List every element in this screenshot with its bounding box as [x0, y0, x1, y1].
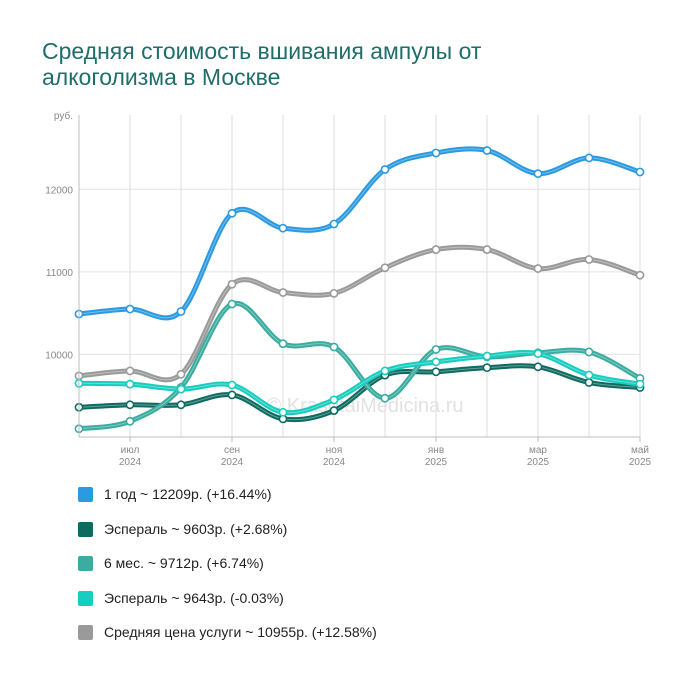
legend-label: 6 мес. ~ 9712р. (+6.74%): [104, 555, 264, 571]
x-tick-month-label: май: [631, 445, 649, 456]
chart-title-line-2: алкоголизма в Москве: [42, 64, 281, 90]
y-tick-label: 10000: [45, 350, 73, 361]
data-point[interactable]: [482, 363, 492, 373]
data-point[interactable]: [125, 379, 135, 389]
x-tick-year-label: 2024: [221, 457, 244, 468]
data-point[interactable]: [227, 208, 237, 218]
series-lines: [76, 146, 643, 432]
legend-swatch: [78, 590, 93, 606]
legend-swatch: [78, 521, 93, 537]
data-point[interactable]: [278, 223, 288, 233]
data-point[interactable]: [584, 370, 594, 380]
data-point[interactable]: [380, 165, 390, 174]
data-point[interactable]: [329, 342, 339, 352]
legend-swatch: [78, 556, 93, 571]
data-point[interactable]: [482, 351, 492, 361]
data-point[interactable]: [584, 153, 594, 163]
data-point[interactable]: [329, 395, 339, 405]
data-point[interactable]: [584, 378, 594, 387]
data-point[interactable]: [227, 390, 237, 400]
x-tick-year-label: 2025: [527, 457, 550, 468]
data-point[interactable]: [482, 245, 492, 254]
data-point[interactable]: [380, 393, 390, 403]
data-point[interactable]: [533, 169, 543, 179]
series-line-0: [76, 146, 643, 321]
legend-label: Средняя цена услуги ~ 10955р. (+12.58%): [104, 624, 377, 640]
data-point[interactable]: [329, 406, 339, 415]
x-tick-year-label: 2025: [425, 457, 448, 468]
data-point[interactable]: [176, 400, 186, 410]
x-tick-month-label: ноя: [326, 445, 343, 456]
data-point[interactable]: [278, 288, 288, 297]
data-point[interactable]: [278, 339, 288, 349]
y-tick-label: 12000: [45, 185, 73, 196]
legend-swatch: [78, 625, 93, 640]
y-unit-label: руб.: [54, 110, 73, 122]
data-point[interactable]: [584, 347, 594, 357]
data-point[interactable]: [431, 357, 441, 367]
data-point[interactable]: [431, 367, 441, 377]
data-point[interactable]: [227, 299, 237, 309]
chart-title: Средняя стоимость вшивания ампулы от алк…: [42, 38, 602, 90]
data-point[interactable]: [533, 362, 543, 372]
x-tick-month-label: мар: [529, 445, 547, 456]
data-point[interactable]: [380, 263, 390, 273]
data-point[interactable]: [329, 219, 339, 229]
data-point[interactable]: [125, 366, 135, 376]
data-point[interactable]: [176, 307, 186, 316]
data-point[interactable]: [227, 380, 237, 390]
data-point[interactable]: [635, 167, 645, 177]
data-point[interactable]: [431, 148, 441, 158]
x-tick-month-label: июл: [121, 445, 140, 456]
x-tick-year-label: 2024: [323, 457, 346, 468]
data-point[interactable]: [533, 349, 543, 359]
x-tick-month-label: сен: [224, 445, 240, 456]
data-point[interactable]: [176, 384, 186, 394]
data-point[interactable]: [380, 366, 390, 376]
y-tick-label: 11000: [46, 268, 74, 279]
watermark: © KrasotaiMedicina.ru: [266, 395, 463, 417]
data-point[interactable]: [431, 345, 441, 354]
data-point[interactable]: [125, 400, 135, 410]
x-tick-year-label: 2025: [629, 457, 652, 468]
x-tick-year-label: 2024: [119, 457, 142, 468]
data-point[interactable]: [278, 407, 288, 417]
data-points: [74, 146, 645, 434]
legend-label: Эсперaль ~ 9603р. (+2.68%): [104, 520, 288, 537]
x-tick-month-label: янв: [428, 445, 444, 456]
data-point[interactable]: [584, 255, 594, 264]
legend-label: 1 год ~ 12209р. (+16.44%): [104, 486, 272, 502]
data-point[interactable]: [125, 416, 135, 426]
legend-label: Эсперaль ~ 9643р. (-0.03%): [104, 589, 284, 606]
data-point[interactable]: [635, 379, 645, 389]
chart-title-line-1: Средняя стоимость вшивания ампулы от: [42, 38, 482, 64]
data-point[interactable]: [125, 304, 135, 314]
axes: 100001100012000руб.июл2024сен2024ноя2024…: [45, 110, 651, 468]
data-point[interactable]: [635, 270, 645, 280]
series-line-highlight-0: [78, 148, 641, 319]
data-point[interactable]: [431, 245, 441, 254]
legend-swatch: [78, 487, 93, 502]
data-point[interactable]: [533, 264, 543, 273]
data-point[interactable]: [329, 288, 339, 298]
data-point[interactable]: [227, 279, 237, 289]
data-point[interactable]: [176, 369, 186, 379]
data-point[interactable]: [482, 146, 492, 155]
